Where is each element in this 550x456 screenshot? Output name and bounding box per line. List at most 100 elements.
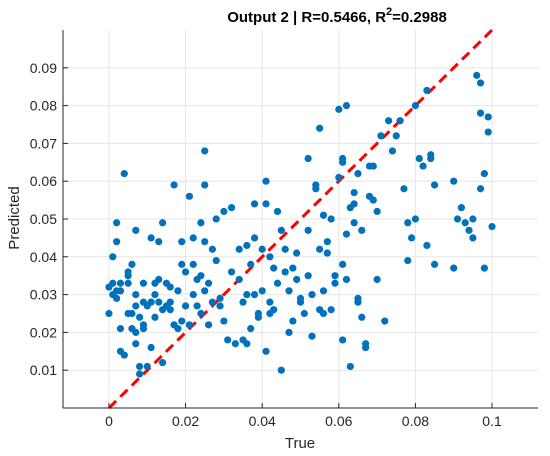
data-point <box>201 238 209 246</box>
data-point <box>204 321 213 329</box>
data-point <box>423 86 431 95</box>
data-point <box>243 241 251 250</box>
data-point <box>373 207 381 216</box>
chart-title-suffix: =0.2988 <box>392 9 447 26</box>
data-point <box>270 306 278 314</box>
data-point <box>277 226 285 234</box>
data-point <box>316 245 324 253</box>
data-point <box>120 170 128 178</box>
data-point <box>250 234 259 242</box>
data-point <box>289 264 297 272</box>
x-tick-labels: 0 0.02 0.04 0.06 0.08 0.1 <box>105 413 502 429</box>
data-point <box>339 260 347 268</box>
data-point <box>354 298 362 306</box>
data-point <box>319 211 328 219</box>
x-tick-label: 0.04 <box>249 413 276 429</box>
data-point <box>323 249 331 257</box>
data-point <box>212 256 220 265</box>
data-point <box>304 154 312 163</box>
data-point <box>208 245 216 253</box>
x-axis-label: True <box>285 435 315 452</box>
data-point <box>342 230 351 238</box>
data-point <box>293 275 301 284</box>
y-tick-label: 0.01 <box>30 362 57 378</box>
data-point <box>136 370 144 378</box>
data-point <box>469 234 477 242</box>
data-point <box>308 332 316 340</box>
data-point <box>132 291 140 299</box>
data-point <box>113 294 121 302</box>
y-tick-labels: 0.01 0.02 0.03 0.04 0.05 0.06 0.07 0.08 0.09 <box>30 60 57 378</box>
data-point <box>350 188 358 197</box>
data-point <box>113 219 121 227</box>
data-point <box>136 313 144 321</box>
data-point <box>316 124 324 132</box>
data-point <box>411 215 420 223</box>
data-point <box>488 222 496 231</box>
data-point <box>250 200 259 208</box>
data-point <box>450 177 458 185</box>
data-point <box>457 204 465 212</box>
data-point <box>289 317 297 325</box>
data-point <box>373 275 381 284</box>
data-point <box>342 102 351 110</box>
data-point <box>484 113 492 121</box>
data-point <box>247 325 255 333</box>
data-point <box>155 275 163 284</box>
data-point <box>327 306 335 314</box>
data-point <box>132 226 140 234</box>
data-point <box>116 279 125 287</box>
data-point <box>166 298 174 306</box>
data-point <box>281 245 289 253</box>
data-point <box>415 154 423 163</box>
data-point <box>224 336 232 344</box>
data-point <box>132 328 140 336</box>
data-point <box>362 340 370 348</box>
data-point <box>331 272 339 280</box>
data-point <box>369 162 377 170</box>
data-point <box>235 275 243 284</box>
data-point <box>319 287 328 295</box>
y-tick-label: 0.09 <box>30 60 57 76</box>
data-point <box>469 215 477 223</box>
data-point <box>262 347 270 355</box>
data-point <box>369 196 377 204</box>
data-point <box>174 287 182 295</box>
data-point <box>430 260 439 268</box>
y-tick-label: 0.06 <box>30 173 57 189</box>
chart-title-superscript: 2 <box>386 6 392 18</box>
data-point <box>281 268 289 276</box>
data-point <box>208 298 216 306</box>
data-point <box>461 219 469 227</box>
data-point <box>404 256 412 265</box>
data-point <box>197 219 205 227</box>
y-tick-label: 0.03 <box>30 287 57 303</box>
data-point <box>308 291 316 299</box>
data-point <box>304 226 312 234</box>
data-point <box>120 351 128 359</box>
data-point <box>139 279 148 287</box>
data-point <box>181 268 190 276</box>
data-point <box>155 298 163 306</box>
data-point <box>423 241 431 250</box>
data-point <box>235 245 243 253</box>
data-point <box>247 260 255 268</box>
data-point <box>323 238 331 246</box>
data-point <box>262 200 270 208</box>
data-point <box>453 215 462 223</box>
data-point <box>484 128 492 136</box>
data-points <box>105 71 496 378</box>
data-point <box>404 219 412 227</box>
data-point <box>143 362 151 371</box>
y-tick-label: 0.05 <box>30 211 57 227</box>
x-tick-label: 0.02 <box>172 413 199 429</box>
data-point <box>377 132 385 140</box>
data-point <box>220 317 228 325</box>
data-point <box>312 185 320 193</box>
data-point <box>273 279 282 287</box>
data-point <box>204 279 213 287</box>
data-point <box>250 291 259 299</box>
data-point <box>128 260 136 268</box>
